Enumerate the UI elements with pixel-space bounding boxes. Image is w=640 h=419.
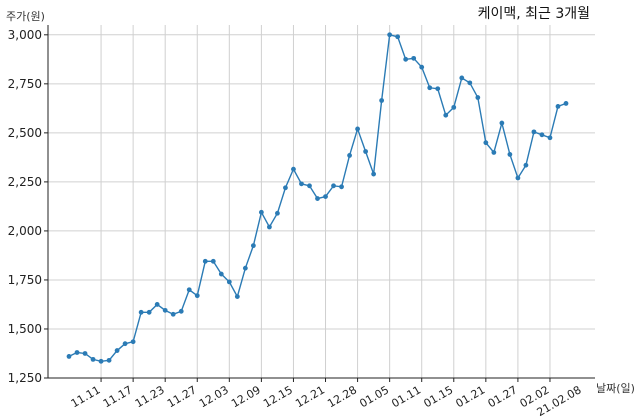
data-point xyxy=(170,311,176,317)
data-point xyxy=(98,358,104,364)
x-tick-label: 11.17 xyxy=(101,383,135,410)
data-point xyxy=(202,258,208,264)
data-point xyxy=(138,309,144,315)
x-tick-label: 12.03 xyxy=(197,383,231,410)
data-point xyxy=(122,341,128,347)
y-tick-label: 1,750 xyxy=(8,273,42,287)
data-point xyxy=(283,185,288,191)
data-point xyxy=(234,294,240,300)
data-point xyxy=(154,302,160,307)
data-point xyxy=(451,104,457,110)
x-tick-labels: 11.1111.1711.2311.2712.0312.0912.1512.21… xyxy=(69,378,584,419)
data-point xyxy=(226,279,232,285)
data-point xyxy=(395,34,401,40)
data-point xyxy=(347,153,352,158)
data-point xyxy=(82,351,88,356)
data-point xyxy=(427,85,433,91)
data-point xyxy=(507,152,513,157)
data-point xyxy=(435,86,441,92)
y-tick-label: 2,250 xyxy=(8,175,42,189)
grid-lines xyxy=(48,25,595,378)
y-tick-label: 1,250 xyxy=(8,371,42,385)
x-tick-label: 12.21 xyxy=(293,383,327,410)
data-point xyxy=(210,258,216,264)
data-point xyxy=(275,210,280,216)
x-tick-label: 01.05 xyxy=(357,383,391,410)
y-tick-label: 2,750 xyxy=(8,77,42,91)
data-point xyxy=(531,129,537,135)
data-point xyxy=(483,140,489,146)
x-tick-label: 01.15 xyxy=(421,383,455,410)
x-tick-label: 12.09 xyxy=(229,383,263,410)
x-axis-label: 날짜(일) xyxy=(596,381,635,395)
data-point xyxy=(515,175,521,181)
y-tick-label: 1,500 xyxy=(8,322,42,336)
data-point xyxy=(491,150,497,155)
data-point xyxy=(523,162,529,168)
data-point xyxy=(387,32,393,38)
data-point xyxy=(475,95,481,100)
data-point xyxy=(443,112,449,118)
data-point xyxy=(555,103,561,109)
x-tick-label: 12.15 xyxy=(261,383,295,410)
data-point xyxy=(331,183,336,189)
series-price xyxy=(66,32,569,364)
data-point xyxy=(267,224,272,230)
data-point xyxy=(194,293,200,299)
data-point xyxy=(467,80,473,86)
x-tick-label: 12.28 xyxy=(325,383,359,410)
data-point xyxy=(186,287,192,293)
x-tick-label: 01.11 xyxy=(389,383,423,410)
data-point xyxy=(315,196,320,201)
data-point xyxy=(539,132,545,138)
data-point xyxy=(379,98,385,103)
data-point xyxy=(563,101,569,106)
data-point xyxy=(162,307,168,313)
data-point xyxy=(419,64,425,70)
data-point xyxy=(339,184,344,190)
data-point xyxy=(299,181,304,187)
x-tick-label: 11.11 xyxy=(69,383,103,410)
data-point xyxy=(130,339,136,345)
data-point xyxy=(403,56,409,62)
data-point xyxy=(547,135,553,141)
data-point xyxy=(323,194,328,199)
data-point xyxy=(242,265,248,271)
data-point xyxy=(250,243,256,249)
y-axis-label: 주가(원) xyxy=(6,10,45,23)
chart-title: 케이맥, 최근 3개월 xyxy=(478,6,590,22)
data-point xyxy=(258,209,264,215)
data-point xyxy=(459,75,465,81)
x-tick-label: 01.27 xyxy=(486,383,520,410)
y-tick-label: 2,500 xyxy=(8,126,42,140)
data-point xyxy=(106,357,112,363)
data-point xyxy=(66,354,72,359)
x-tick-label: 11.27 xyxy=(165,383,199,410)
data-point xyxy=(146,309,152,315)
data-point xyxy=(178,308,184,314)
y-tick-labels: 1,250 1,500 1,750 2,000 2,250 2,500 2,750 3,000 xyxy=(8,28,48,385)
y-tick-label: 3,000 xyxy=(8,28,42,42)
data-point xyxy=(74,350,80,355)
data-point xyxy=(114,348,120,353)
data-point xyxy=(218,271,224,277)
data-point xyxy=(363,149,368,154)
data-point xyxy=(411,55,417,61)
data-point xyxy=(355,126,360,132)
data-point xyxy=(307,183,312,189)
x-tick-label: 01.21 xyxy=(454,383,488,410)
y-tick-label: 2,000 xyxy=(8,224,42,238)
data-point xyxy=(90,356,96,362)
data-point xyxy=(291,166,296,172)
data-point xyxy=(499,120,505,126)
data-point xyxy=(371,171,377,177)
x-tick-label: 11.23 xyxy=(133,383,167,410)
